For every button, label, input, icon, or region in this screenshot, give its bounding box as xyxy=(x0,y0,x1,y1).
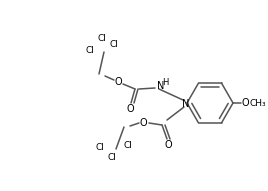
Text: Cl: Cl xyxy=(110,40,118,49)
Text: O: O xyxy=(126,104,134,114)
Text: Cl: Cl xyxy=(98,33,106,43)
Text: O: O xyxy=(114,77,122,87)
Text: H: H xyxy=(162,78,168,87)
Text: O: O xyxy=(241,98,249,108)
Text: O: O xyxy=(139,118,147,128)
Text: Cl: Cl xyxy=(107,152,116,162)
Text: O: O xyxy=(164,140,172,150)
Text: Cl: Cl xyxy=(85,45,94,54)
Text: N: N xyxy=(157,81,165,91)
Text: Cl: Cl xyxy=(96,142,105,151)
Text: CH₃: CH₃ xyxy=(250,99,266,108)
Text: Cl: Cl xyxy=(124,141,132,150)
Text: N: N xyxy=(182,99,190,109)
